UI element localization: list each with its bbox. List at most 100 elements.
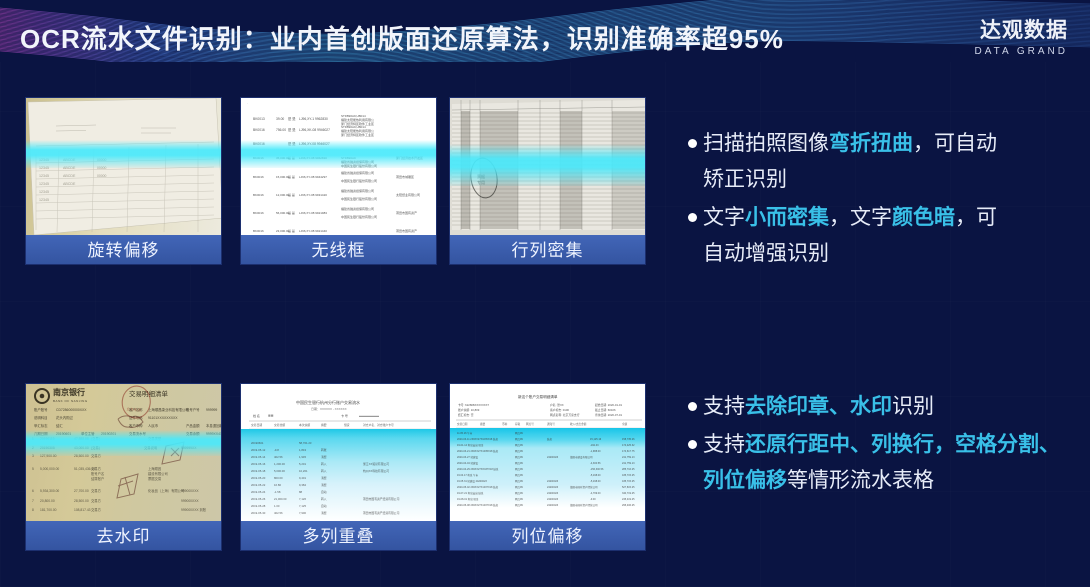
svg-text:网点号: 网点号 xyxy=(526,422,534,426)
svg-text:15,125.16: 15,125.16 xyxy=(590,438,602,441)
svg-text:5: 5 xyxy=(32,467,34,471)
svg-text:7: 7 xyxy=(32,499,34,503)
svg-text:2019-05-30: 2019-05-30 xyxy=(251,511,266,515)
svg-text:莆田市国有资产经营公司: 莆田市国有资产经营公司 xyxy=(570,485,598,489)
svg-text:交易方: 交易方 xyxy=(91,466,102,471)
svg-text:19.04.17 利息 午市: 19.04.17 利息 午市 xyxy=(457,473,479,477)
svg-text:姓 名: 姓 名 xyxy=(253,413,260,418)
svg-text:24200023: 24200023 xyxy=(547,498,559,501)
svg-text:是 是: 是 是 xyxy=(288,228,295,233)
svg-text:1.00: 1.00 xyxy=(274,504,280,508)
svg-text:2020-03-11 239XX27X1035X18 结息: 2020-03-11 239XX27X1035X18 结息 xyxy=(457,437,498,441)
svg-text:19-08-01 利息 现金: 19-08-01 利息 现金 xyxy=(457,497,479,501)
svg-text:-4,799.00: -4,799.00 xyxy=(590,492,601,495)
svg-text:收入/支出金额: 收入/支出金额 xyxy=(570,422,587,426)
svg-text:2020-04-04 转建设: 2020-04-04 转建设 xyxy=(457,461,478,465)
svg-text:账号户名: 账号户名 xyxy=(91,471,104,476)
svg-text:2019-05-14: 2019-05-14 xyxy=(251,455,266,459)
svg-text:网点99: 网点99 xyxy=(515,491,523,495)
svg-text:是 是: 是 是 xyxy=(288,192,295,197)
svg-text:2019-05-26: 2019-05-26 xyxy=(251,497,266,501)
svg-text:2019-05-16: 2019-05-16 xyxy=(251,462,266,466)
svg-text:999000XXX: 999000XXX xyxy=(181,499,199,503)
svg-text:999000XXX: 999000XXX xyxy=(181,489,199,493)
svg-text:7,126: 7,126 xyxy=(299,497,306,501)
svg-text:1,200.00: 1,200.00 xyxy=(274,462,285,466)
svg-text:网点99: 网点99 xyxy=(515,473,523,477)
svg-text:摘要: 摘要 xyxy=(480,422,486,426)
svg-text:-4,300.56: -4,300.56 xyxy=(590,462,601,465)
svg-text:自动: 自动 xyxy=(321,504,327,508)
svg-text:2019-05-12: 2019-05-12 xyxy=(251,448,266,452)
svg-text:2019-05-20: 2019-05-20 xyxy=(251,476,266,480)
svg-text:中国民生银行股份有限公司: 中国民生银行股份有限公司 xyxy=(341,214,377,219)
svg-text:网点99: 网点99 xyxy=(515,479,523,483)
svg-text:转入: 转入 xyxy=(321,462,327,466)
svg-text:5,934,300.00: 5,934,300.00 xyxy=(40,489,59,493)
svg-text:21,000.00: 21,000.00 xyxy=(274,497,287,501)
svg-text:24200023: 24200023 xyxy=(547,486,559,489)
svg-text:结汇标志: 否: 结汇标志: 否 xyxy=(458,413,474,417)
svg-text:借贷: 借贷 xyxy=(344,423,350,427)
svg-text:800.00: 800.00 xyxy=(274,476,283,480)
svg-text:网点99: 网点99 xyxy=(515,449,523,453)
svg-text:2019-05-28: 2019-05-28 xyxy=(251,504,266,508)
svg-text:9,384: 9,384 xyxy=(299,483,306,487)
svg-text:7,125: 7,125 xyxy=(299,504,306,508)
svg-text:网点99: 网点99 xyxy=(515,437,523,441)
svg-text:网点99: 网点99 xyxy=(515,497,523,501)
svg-text:245,419.25: 245,419.25 xyxy=(622,498,635,501)
svg-text:新这个账户交易明细清单: 新这个账户交易明细清单 xyxy=(518,394,558,399)
svg-text:19.05.31 转建设 24200023: 19.05.31 转建设 24200023 xyxy=(457,479,487,483)
svg-text:账户余额: 10,809: 账户余额: 10,809 xyxy=(458,408,480,412)
svg-text:-5,198.00: -5,198.00 xyxy=(590,474,601,477)
svg-text:435,715.25: 435,715.25 xyxy=(622,474,635,477)
svg-text:消费: 消费 xyxy=(321,511,327,515)
svg-text:2019-05-18: 2019-05-18 xyxy=(251,469,266,473)
svg-text:莆田市建设有限公司: 莆田市建设有限公司 xyxy=(570,455,593,459)
svg-text:转账: 转账 xyxy=(321,448,327,452)
svg-text:LJ96,XY-08 9944297: LJ96,XY-08 9944297 xyxy=(299,175,327,179)
svg-text:24200023: 24200023 xyxy=(547,456,559,459)
svg-text:网点99: 网点99 xyxy=(515,461,523,465)
svg-text:截止日期: 60106: 截止日期: 60106 xyxy=(595,408,616,412)
svg-text:5,201: 5,201 xyxy=(299,462,306,466)
svg-text:7,900: 7,900 xyxy=(299,511,306,515)
svg-text:2020-05-02 239XX27X1037X18 结息: 2020-05-02 239XX27X1037X18 结息 xyxy=(457,485,499,489)
svg-text:527,815.25: 527,815.25 xyxy=(622,486,635,489)
svg-text:莆田市国有资产经营公司: 莆田市国有资产经营公司 xyxy=(570,503,598,507)
svg-text:402.56: 402.56 xyxy=(274,511,283,515)
svg-text:999000XXX 到账: 999000XXX 到账 xyxy=(181,507,207,512)
svg-text:174,425.32: 174,425.32 xyxy=(622,444,635,447)
svg-text:摘要: 摘要 xyxy=(321,423,327,427)
svg-text:00000: 00000 xyxy=(97,174,107,178)
svg-text:建设有限公司: 建设有限公司 xyxy=(148,471,168,476)
svg-text:6: 6 xyxy=(32,489,34,493)
svg-text:莆田市国有资产: 莆田市国有资产 xyxy=(396,228,417,233)
svg-text:日期：XXXXXX - XXXXXX: 日期：XXXXXX - XXXXXX xyxy=(311,406,347,411)
svg-text:通知号: 通知号 xyxy=(547,422,555,426)
svg-text:BK0016: BK0016 xyxy=(253,211,264,215)
svg-text:2019-05-22: 2019-05-22 xyxy=(251,483,266,487)
svg-text:BK0016: BK0016 xyxy=(253,229,264,233)
svg-text:转入: 转入 xyxy=(321,469,327,473)
svg-text:中国民生银行股份有限公司: 中国民生银行股份有限公司 xyxy=(341,196,377,201)
svg-text:-1.58: -1.58 xyxy=(274,490,281,494)
svg-text:▬▬▬▬▬: ▬▬▬▬▬ xyxy=(359,413,379,418)
svg-text:交易方: 交易方 xyxy=(91,498,102,503)
svg-text:158,735.26: 158,735.26 xyxy=(622,438,635,441)
svg-text:交易日期: 交易日期 xyxy=(251,423,262,427)
svg-text:福建省融资担保有限公司: 福建省融资担保有限公司 xyxy=(341,206,374,211)
svg-text:8: 8 xyxy=(32,508,34,512)
svg-text:340,719.25: 340,719.25 xyxy=(622,492,635,495)
svg-text:网点99: 网点99 xyxy=(515,443,523,447)
svg-text:中国民生银行杭州分行账户交易流水: 中国民生银行杭州分行账户交易流水 xyxy=(296,399,360,405)
svg-text:存取: 存取 xyxy=(515,422,521,426)
svg-text:莆田市城厢区: 莆田市城厢区 xyxy=(396,174,414,179)
svg-text:中国民生银行股份有限公司: 中国民生银行股份有限公司 xyxy=(341,178,377,183)
svg-text:27,700.00: 27,700.00 xyxy=(74,489,89,493)
svg-text:24200023: 24200023 xyxy=(547,504,559,507)
svg-text:化妆品（上海）有限公司: 化妆品（上海）有限公司 xyxy=(148,488,184,493)
svg-text:24200023: 24200023 xyxy=(547,492,559,495)
svg-text:福建省融资担保有限公司: 福建省融资担保有限公司 xyxy=(341,170,374,175)
